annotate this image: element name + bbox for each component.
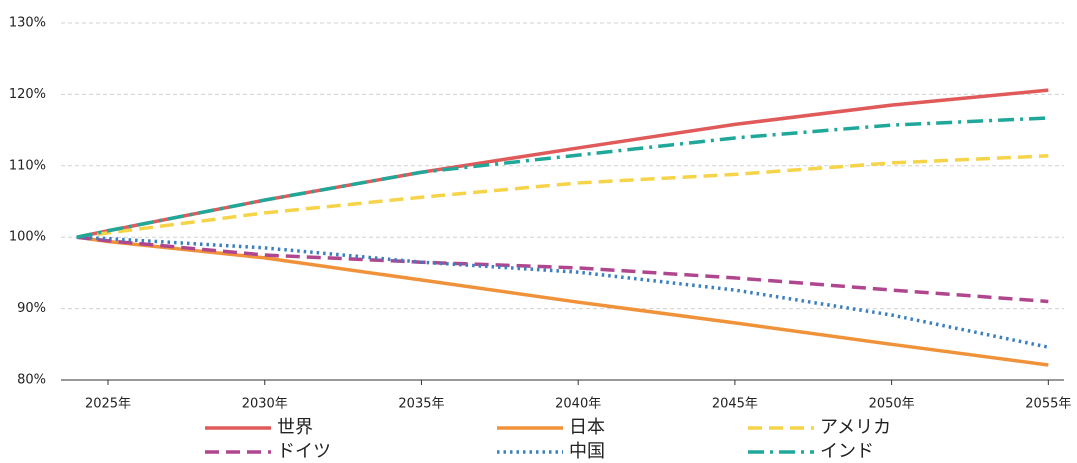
legend-label: 日本 — [569, 417, 605, 438]
x-tick-label: 2025年 — [85, 397, 131, 412]
legend-label: アメリカ — [820, 417, 891, 438]
series-line — [76, 154, 1049, 239]
legend-label: ドイツ — [277, 441, 331, 462]
x-tick-label: 2050年 — [869, 397, 915, 412]
series-line — [76, 235, 1049, 349]
x-tick-label: 2045年 — [712, 397, 758, 412]
x-tick-label: 2055年 — [1025, 397, 1071, 412]
y-tick-label: 130% — [9, 16, 46, 31]
series-line — [76, 116, 1049, 239]
series-line — [76, 88, 1049, 239]
x-tick-label: 2030年 — [242, 397, 288, 412]
x-tick-label: 2035年 — [398, 397, 444, 412]
series-line — [76, 235, 1049, 367]
legend-label: 世界 — [277, 417, 313, 438]
y-tick-label: 80% — [17, 373, 46, 388]
series-line — [76, 235, 1049, 304]
x-tick-label: 2040年 — [555, 397, 601, 412]
legend-label: インド — [820, 441, 874, 462]
y-tick-label: 120% — [9, 87, 46, 102]
legend-label: 中国 — [569, 441, 605, 462]
y-tick-label: 110% — [9, 158, 46, 173]
y-tick-label: 90% — [17, 301, 46, 316]
y-tick-label: 100% — [9, 230, 46, 245]
